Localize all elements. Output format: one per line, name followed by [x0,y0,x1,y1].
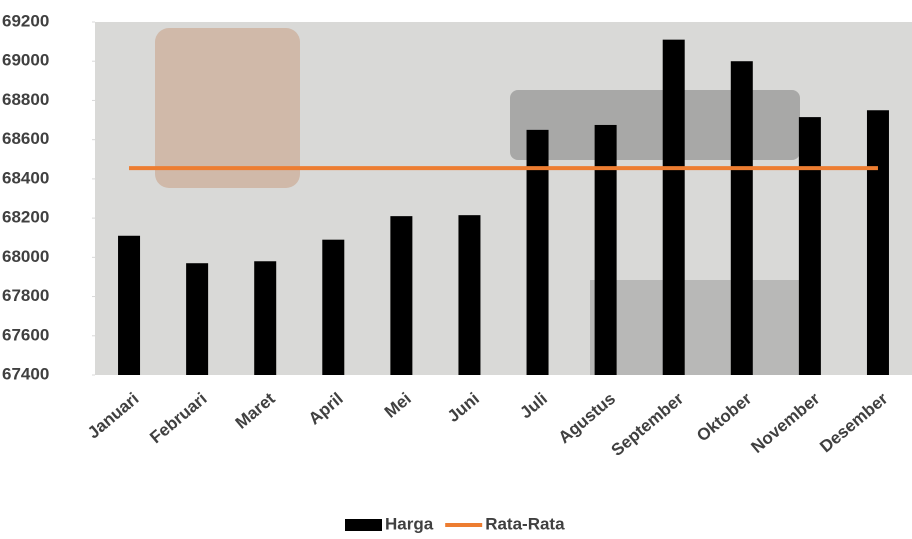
x-tick-label: Januari [84,389,143,442]
bar [322,239,345,375]
y-tick-label: 69200 [2,11,49,30]
decoration [590,280,810,375]
y-tick-label: 69000 [2,51,49,70]
decoration [155,28,300,188]
bar [662,39,685,376]
y-tick-label: 68800 [2,90,49,109]
y-tick-label: 67600 [2,325,49,344]
bar [186,263,209,375]
y-tick-label: 68200 [2,208,49,227]
bar [254,261,277,375]
legend-label: Harga [385,514,434,533]
bar [390,216,413,375]
x-tick-label: September [608,389,688,460]
bar [594,124,617,375]
x-tick-label: Agustus [555,389,619,447]
x-tick-label: Juli [516,389,551,422]
bar [798,117,821,375]
bar [730,61,753,375]
legend-label: Rata-Rata [485,514,565,533]
x-tick-label: Mei [381,389,415,422]
legend-swatch [345,519,382,531]
y-tick-label: 67400 [2,364,49,383]
y-tick-label: 68600 [2,129,49,148]
y-tick-label: 67800 [2,286,49,305]
bar [458,215,481,375]
x-tick-label: April [305,389,347,428]
x-tick-label: Oktober [693,389,755,446]
x-tick-label: Desember [816,389,891,457]
decoration [510,90,800,160]
bar [526,129,549,375]
x-tick-label: November [747,389,823,457]
bar [118,235,141,375]
x-tick-label: Juni [444,389,483,426]
x-tick-label: Februari [146,389,210,447]
y-tick-label: 68400 [2,168,49,187]
x-tick-label: Maret [232,389,279,433]
bar [866,110,889,375]
y-tick-label: 68000 [2,247,49,266]
